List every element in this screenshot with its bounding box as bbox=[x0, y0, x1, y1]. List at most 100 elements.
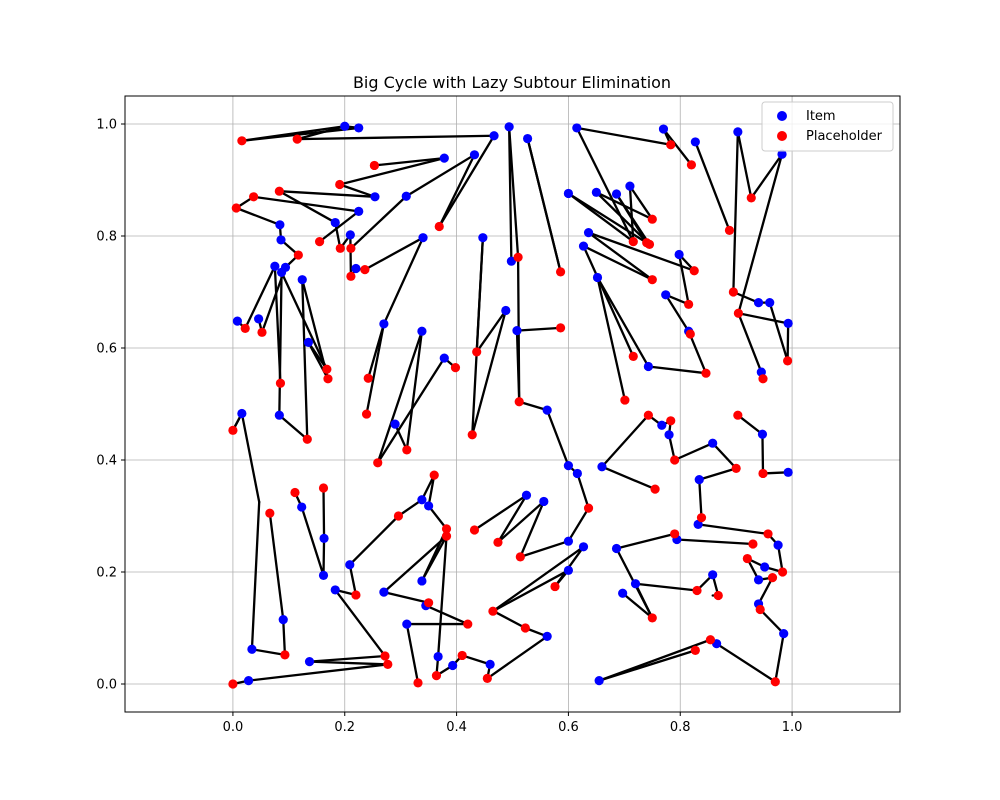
placeholder-point bbox=[335, 179, 345, 190]
placeholder-point bbox=[733, 308, 744, 318]
item-point bbox=[777, 149, 787, 159]
item-point bbox=[390, 419, 400, 429]
item-point bbox=[591, 187, 601, 197]
item-point bbox=[345, 230, 355, 240]
tour-edge bbox=[698, 467, 738, 481]
placeholder-point bbox=[402, 445, 412, 455]
item-point bbox=[611, 543, 622, 554]
placeholder-point bbox=[670, 529, 680, 539]
legend-label-placeholder: Placeholder bbox=[806, 129, 883, 144]
placeholder-point bbox=[620, 395, 630, 405]
tour-edge bbox=[348, 563, 358, 597]
tour-edge bbox=[496, 494, 528, 544]
tour-edge bbox=[647, 365, 708, 375]
tour-edge bbox=[494, 611, 527, 630]
placeholder-point bbox=[450, 363, 461, 373]
placeholder-point bbox=[249, 192, 259, 202]
placeholder-point bbox=[380, 651, 390, 661]
placeholder-point bbox=[758, 468, 768, 479]
tour-edge bbox=[438, 134, 496, 228]
tour-edge bbox=[587, 231, 696, 272]
tour-edge bbox=[268, 512, 285, 621]
placeholder-point bbox=[767, 573, 778, 583]
tour-edge bbox=[365, 322, 386, 416]
tour-edge bbox=[348, 514, 400, 566]
placeholder-point bbox=[293, 250, 303, 260]
item-point bbox=[354, 206, 364, 216]
placeholder-point bbox=[670, 455, 680, 465]
item-point bbox=[708, 438, 718, 448]
tour-edge bbox=[567, 507, 590, 543]
placeholder-point bbox=[472, 347, 482, 357]
item-point bbox=[304, 657, 315, 667]
x-tick-label: 0.2 bbox=[334, 720, 355, 735]
item-point bbox=[237, 408, 247, 419]
placeholder-point bbox=[431, 671, 442, 681]
placeholder-point bbox=[550, 581, 560, 592]
tour-edge bbox=[732, 130, 739, 294]
item-point bbox=[345, 560, 355, 570]
item-point bbox=[418, 233, 428, 243]
item-point bbox=[379, 319, 389, 329]
placeholder-point bbox=[513, 252, 523, 262]
item-point bbox=[618, 588, 628, 598]
item-point bbox=[757, 429, 768, 439]
item-point bbox=[319, 533, 329, 544]
legend-box bbox=[761, 101, 894, 152]
tour-edge bbox=[575, 126, 635, 243]
item-point bbox=[643, 361, 653, 372]
placeholder-point bbox=[777, 567, 788, 577]
placeholder-point bbox=[583, 503, 594, 513]
item-point bbox=[578, 542, 589, 552]
placeholder-point bbox=[724, 225, 735, 235]
placeholder-point bbox=[493, 537, 503, 547]
placeholder-point bbox=[783, 356, 793, 366]
placeholder-point bbox=[469, 525, 480, 535]
tour-edge bbox=[405, 330, 424, 452]
tour-edge bbox=[461, 654, 492, 666]
item-point bbox=[340, 121, 350, 131]
y-tick-label: 0.4 bbox=[96, 454, 117, 469]
tour-edge bbox=[393, 423, 408, 452]
tour-edge bbox=[301, 278, 309, 441]
item-point bbox=[478, 233, 488, 243]
y-tick-label: 0.0 bbox=[96, 678, 117, 693]
placeholder-point bbox=[280, 650, 290, 660]
x-tick-label: 1.0 bbox=[782, 720, 803, 735]
tour-edge bbox=[595, 191, 651, 246]
placeholder-point bbox=[441, 531, 452, 541]
tour-edge bbox=[471, 236, 485, 436]
placeholder-point bbox=[742, 553, 752, 564]
placeholder-point bbox=[429, 470, 439, 480]
tour-edge bbox=[546, 409, 570, 467]
tour-edge bbox=[750, 153, 784, 200]
tour-edge bbox=[582, 244, 635, 358]
tour-edge bbox=[250, 500, 261, 651]
tour-edge bbox=[349, 233, 353, 278]
item-point bbox=[583, 228, 594, 238]
placeholder-point bbox=[346, 271, 356, 281]
item-point bbox=[433, 651, 443, 662]
item-point bbox=[539, 496, 549, 507]
item-point bbox=[694, 475, 704, 485]
item-point bbox=[448, 660, 458, 671]
tour-edge bbox=[600, 465, 657, 491]
placeholder-point bbox=[520, 623, 530, 633]
tour-edge bbox=[598, 649, 697, 682]
tour-edge bbox=[737, 312, 790, 325]
placeholder-point bbox=[731, 463, 741, 473]
tour-edge bbox=[575, 126, 672, 146]
tour-edge bbox=[318, 210, 360, 243]
tour-edge bbox=[786, 322, 790, 363]
item-point bbox=[760, 562, 770, 572]
item-point bbox=[278, 615, 288, 625]
item-point bbox=[563, 565, 574, 575]
placeholder-point bbox=[770, 677, 780, 687]
tour-edge bbox=[250, 648, 287, 657]
item-point bbox=[276, 267, 287, 277]
tour-edge bbox=[491, 545, 585, 613]
item-point bbox=[572, 123, 582, 133]
placeholder-point bbox=[689, 266, 699, 276]
tour-edge bbox=[737, 312, 763, 374]
tour-edge bbox=[322, 537, 326, 577]
